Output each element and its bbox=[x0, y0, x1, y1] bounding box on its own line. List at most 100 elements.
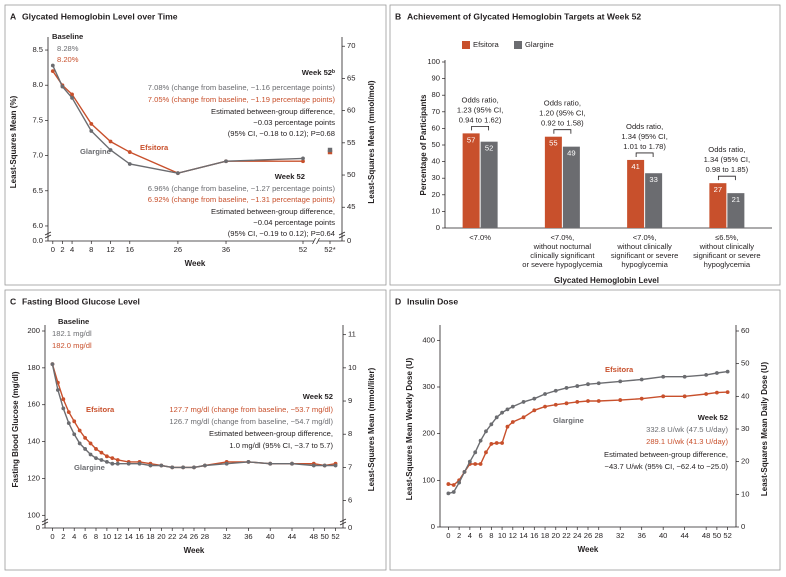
point bbox=[224, 461, 229, 466]
x-tick-label: without clinically bbox=[699, 242, 755, 251]
odds-ratio: 0.92 to 1.58) bbox=[541, 119, 584, 128]
bar bbox=[645, 173, 663, 228]
x-tick-label: 26 bbox=[584, 531, 592, 540]
point bbox=[543, 392, 547, 396]
value-label: 55 bbox=[549, 139, 557, 148]
y2-tick-label: 40 bbox=[741, 391, 749, 400]
point bbox=[108, 139, 113, 144]
x-tick-label: 52 bbox=[299, 245, 307, 254]
x-tick-label: or severe hypoglycemia bbox=[522, 260, 603, 269]
point bbox=[484, 429, 488, 434]
y2-tick-label: 10 bbox=[741, 489, 749, 498]
point bbox=[575, 384, 580, 388]
point bbox=[596, 399, 601, 403]
y-tick-label: 90 bbox=[432, 74, 440, 83]
point bbox=[725, 390, 730, 395]
x-tick-label: 8 bbox=[489, 531, 493, 540]
point bbox=[451, 490, 456, 494]
x-tick-label: 52* bbox=[324, 245, 335, 254]
x-tick-label: 2 bbox=[60, 245, 64, 254]
point bbox=[137, 461, 142, 466]
bar bbox=[480, 141, 498, 228]
panel-frame bbox=[4, 4, 387, 286]
point bbox=[94, 456, 98, 461]
bar bbox=[544, 136, 562, 228]
x-tick-label: without nocturnal bbox=[533, 242, 592, 251]
y-tick-label: 30 bbox=[432, 173, 440, 182]
panel-letter: C bbox=[10, 296, 16, 306]
legend-label: Glargine bbox=[525, 40, 554, 49]
bar bbox=[562, 146, 580, 228]
point bbox=[61, 406, 66, 411]
point bbox=[467, 459, 472, 464]
point bbox=[50, 63, 55, 68]
point bbox=[89, 122, 94, 126]
point bbox=[246, 459, 251, 464]
point bbox=[618, 379, 623, 384]
point bbox=[532, 408, 537, 413]
point bbox=[104, 459, 109, 464]
series-label: Efsitora bbox=[605, 365, 634, 374]
x-tick-label: 36 bbox=[244, 532, 252, 541]
point bbox=[462, 470, 467, 474]
axis-label: Fasting Blood Glucose (mg/dl) bbox=[11, 371, 20, 487]
point bbox=[500, 441, 504, 445]
x-tick-label: 4 bbox=[468, 531, 472, 540]
point bbox=[72, 432, 77, 437]
annotation: 6.92% (change from baseline, −1.31 perce… bbox=[148, 195, 336, 204]
bracket bbox=[471, 125, 490, 131]
value-label: 27 bbox=[714, 185, 722, 194]
point bbox=[494, 415, 499, 420]
x-axis-label: Week bbox=[578, 545, 599, 554]
point bbox=[446, 491, 451, 496]
point bbox=[224, 159, 228, 164]
x-tick-label: 26 bbox=[174, 245, 182, 254]
axis-break bbox=[338, 234, 346, 239]
x-tick-label: 44 bbox=[288, 532, 296, 541]
panel-frame bbox=[389, 4, 781, 286]
value-label: 33 bbox=[649, 175, 657, 184]
y-tick-label: 10 bbox=[432, 206, 440, 215]
annotation: Week 52 bbox=[698, 413, 728, 422]
point bbox=[115, 458, 120, 462]
annotation: 289.1 U/wk (41.3 U/day) bbox=[646, 437, 728, 446]
annotation: −0.03 percentage points bbox=[253, 118, 335, 127]
point bbox=[50, 362, 55, 367]
legend-swatch bbox=[514, 41, 522, 49]
point bbox=[202, 463, 207, 468]
x-axis-label: Glycated Hemoglobin Level bbox=[554, 276, 659, 285]
value-label: 52 bbox=[485, 144, 493, 153]
x-tick-label: ≤6.5%, bbox=[715, 233, 739, 242]
point bbox=[564, 401, 569, 406]
y2-tick-label: 10 bbox=[348, 363, 356, 372]
series-label: Glargine bbox=[553, 416, 584, 425]
x-tick-label: 26 bbox=[190, 532, 198, 541]
point bbox=[478, 438, 483, 443]
point bbox=[661, 394, 666, 399]
value-label: 21 bbox=[732, 195, 740, 204]
odds-ratio: Odds ratio, bbox=[708, 145, 745, 154]
point bbox=[704, 372, 709, 377]
annotation: −0.04 percentage points bbox=[253, 218, 335, 227]
annotation: 7.08% (change from baseline, −1.16 perce… bbox=[148, 83, 336, 92]
y2-tick-label: 8 bbox=[348, 429, 352, 438]
y2-tick-label: 45 bbox=[347, 202, 355, 211]
bracket bbox=[553, 129, 572, 134]
point bbox=[268, 461, 273, 466]
x-tick-label: 28 bbox=[201, 532, 209, 541]
y2-tick-label: 50 bbox=[741, 359, 749, 368]
point bbox=[127, 150, 132, 154]
annotation: Estimated between-group difference, bbox=[209, 429, 333, 438]
y-break-tick-label: 0.0 bbox=[32, 236, 43, 245]
y-tick-label: 140 bbox=[27, 437, 40, 446]
series-line bbox=[51, 363, 336, 469]
axis-break bbox=[339, 518, 347, 523]
point bbox=[725, 369, 730, 374]
point bbox=[77, 428, 82, 433]
odds-ratio: Odds ratio, bbox=[462, 95, 499, 104]
y2-tick-label: 20 bbox=[741, 457, 749, 466]
axis-break-gap bbox=[314, 237, 318, 245]
annotation: Baseline bbox=[52, 32, 83, 41]
y-tick-label: 8.5 bbox=[32, 45, 43, 54]
y2-tick-label: 50 bbox=[347, 170, 355, 179]
